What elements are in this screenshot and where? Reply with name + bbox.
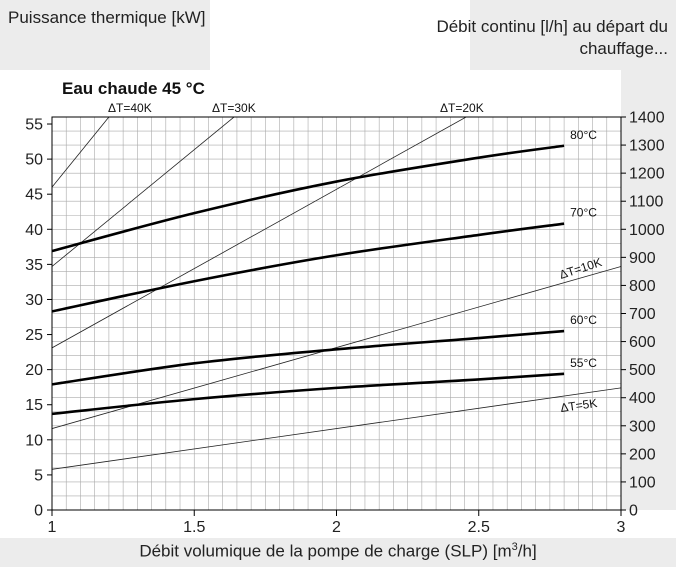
y-tick-label: 40 — [25, 222, 43, 239]
delta-t-label: ΔT=20K — [440, 101, 484, 115]
delta-t-line — [52, 117, 235, 267]
delta-t-line — [52, 117, 110, 188]
y-tick-label: 30 — [25, 292, 43, 309]
y2-tick-label: 1000 — [629, 222, 665, 239]
series-line — [52, 372, 565, 416]
series-label: 80°C — [570, 128, 597, 142]
y-tick-label: 45 — [25, 187, 43, 204]
y-tick-label: 20 — [25, 362, 43, 379]
y-tick-label: 25 — [25, 327, 43, 344]
y2-tick-label: 900 — [629, 250, 656, 267]
delta-t-label: ΔT=40K — [108, 101, 152, 115]
y-axis-right-label: Débit continu [l/h] au départ du chauffa… — [436, 17, 668, 58]
series-label: 55°C — [570, 356, 597, 370]
series-lines — [52, 144, 565, 416]
x-axis-unit-sup: 3 — [511, 541, 518, 553]
chart-title: Eau chaude 45 °C — [62, 79, 205, 98]
left-axis-title-panel — [0, 0, 210, 70]
y2-tick-label: 700 — [629, 306, 656, 323]
x-tick-label: 2 — [332, 519, 341, 536]
y2-tick-label: 600 — [629, 334, 656, 351]
y2-tick-label: 200 — [629, 446, 656, 463]
delta-t-line — [52, 387, 621, 470]
ticks: 1 1.5 2 2.5 30510152025303540455055010020030… — [25, 110, 664, 537]
x-axis-unit-pre: [m — [492, 541, 512, 561]
y2-tick-label: 0 — [629, 503, 638, 520]
x-tick-label: 1 — [48, 519, 57, 536]
curve-labels: ΔT=40K ΔT=30K ΔT=20KΔT=10KΔT=5K80°C70°C60°… — [108, 101, 604, 415]
x-axis-unit-post: /h] — [517, 541, 537, 561]
y-tick-label: 5 — [34, 467, 43, 484]
y2-tick-label: 800 — [629, 278, 656, 295]
delta-t-line — [52, 266, 621, 429]
grid — [52, 116, 621, 511]
y2-tick-label: 500 — [629, 362, 656, 379]
x-tick-label: 2.5 — [468, 519, 490, 536]
y-tick-label: 15 — [25, 397, 43, 414]
y2-tick-label: 1200 — [629, 166, 665, 183]
right-axis-panel — [621, 70, 676, 510]
series-label: 60°C — [570, 313, 597, 327]
y2-tick-label: 400 — [629, 390, 656, 407]
series-line — [52, 222, 565, 313]
series-line — [52, 329, 565, 386]
x-tick-label: 1.5 — [183, 519, 205, 536]
x-axis-label: Débit volumique de la pompe de charge (S… — [0, 541, 676, 562]
y2-tick-label: 100 — [629, 474, 656, 491]
y2-tick-label: 1400 — [629, 110, 665, 127]
right-axis-title-panel — [470, 0, 676, 70]
delta-t-label: ΔT=5K — [559, 396, 598, 415]
y-tick-label: 10 — [25, 432, 43, 449]
y-tick-label: 55 — [25, 117, 43, 134]
x-axis-label-text: Débit volumique de la pompe de charge (S… — [139, 541, 489, 561]
delta-t-line — [52, 117, 467, 349]
series-label: 70°C — [570, 206, 597, 220]
y-tick-label: 50 — [25, 152, 43, 169]
y2-tick-label: 300 — [629, 418, 656, 435]
y2-tick-label: 1300 — [629, 138, 665, 155]
x-axis-title-panel — [0, 538, 676, 567]
y-tick-label: 35 — [25, 257, 43, 274]
series-line — [52, 144, 565, 253]
y-axis-left-label: Puissance thermique [kW] — [8, 8, 206, 27]
y-tick-label: 0 — [34, 503, 43, 520]
y2-tick-label: 1100 — [629, 194, 664, 211]
x-tick-label: 3 — [617, 519, 626, 536]
delta-t-label: ΔT=30K — [212, 101, 256, 115]
delta-t-lines — [52, 117, 621, 470]
